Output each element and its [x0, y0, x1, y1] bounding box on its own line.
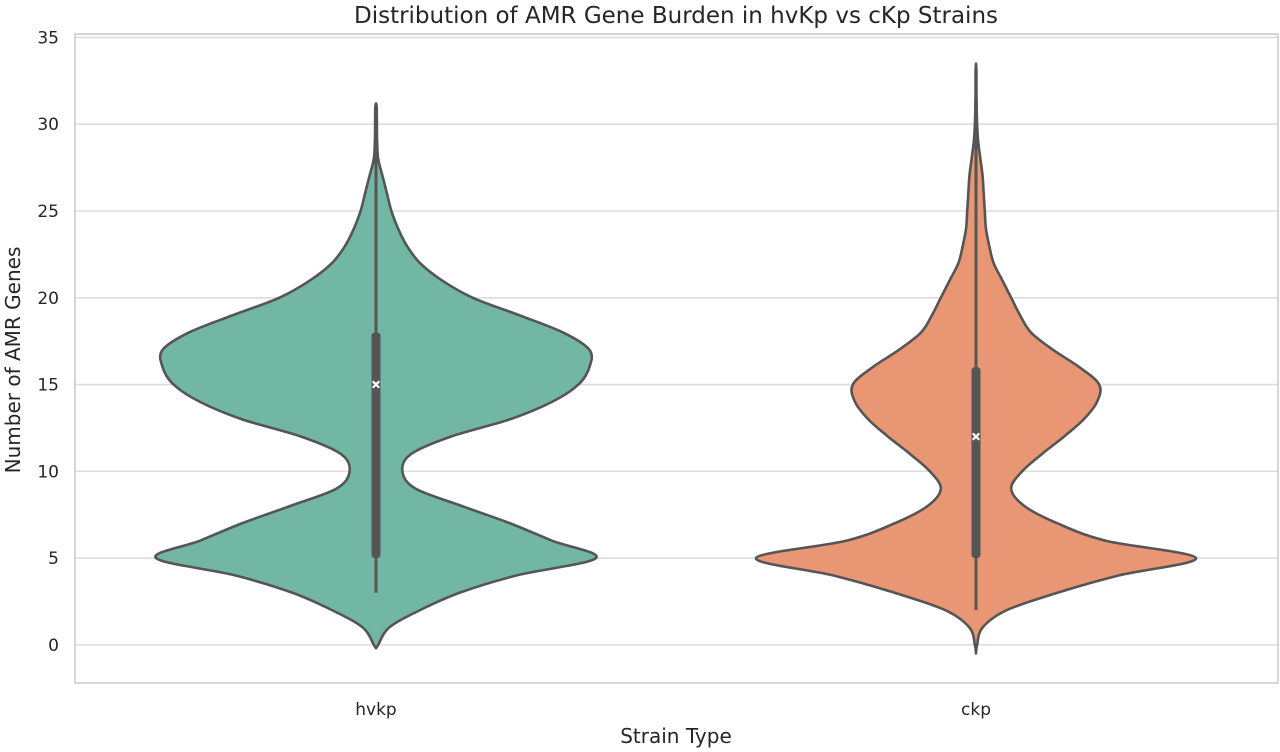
- x-tick-labels: hvkp ckp: [355, 700, 991, 720]
- y-tick-label: 15: [37, 376, 59, 396]
- y-axis-label: Number of AMR Genes: [1, 247, 25, 474]
- y-tick-labels: 0 5 10 15 20 25 30 35: [37, 28, 59, 655]
- chart-title: Distribution of AMR Gene Burden in hvKp …: [354, 3, 998, 29]
- y-tick-label: 30: [37, 115, 59, 135]
- y-tick-label: 20: [37, 289, 59, 309]
- violin-layer: [154, 62, 1198, 655]
- median-marker-ckp: [972, 432, 980, 441]
- y-tick-label: 0: [48, 636, 59, 656]
- y-tick-label: 5: [48, 549, 59, 569]
- x-tick-label-ckp: ckp: [961, 700, 991, 720]
- box-layer: [371, 72, 981, 611]
- iqr-box-ckp: [971, 367, 981, 559]
- y-tick-label: 35: [37, 28, 59, 48]
- y-tick-label: 25: [37, 202, 59, 222]
- x-axis-label: Strain Type: [620, 724, 732, 748]
- iqr-box-hvkp: [371, 332, 381, 559]
- plot-frame: [74, 33, 1279, 684]
- median-marker-hvkp: [372, 380, 380, 389]
- y-tick-label: 10: [37, 462, 59, 482]
- x-tick-label-hvkp: hvkp: [355, 700, 396, 720]
